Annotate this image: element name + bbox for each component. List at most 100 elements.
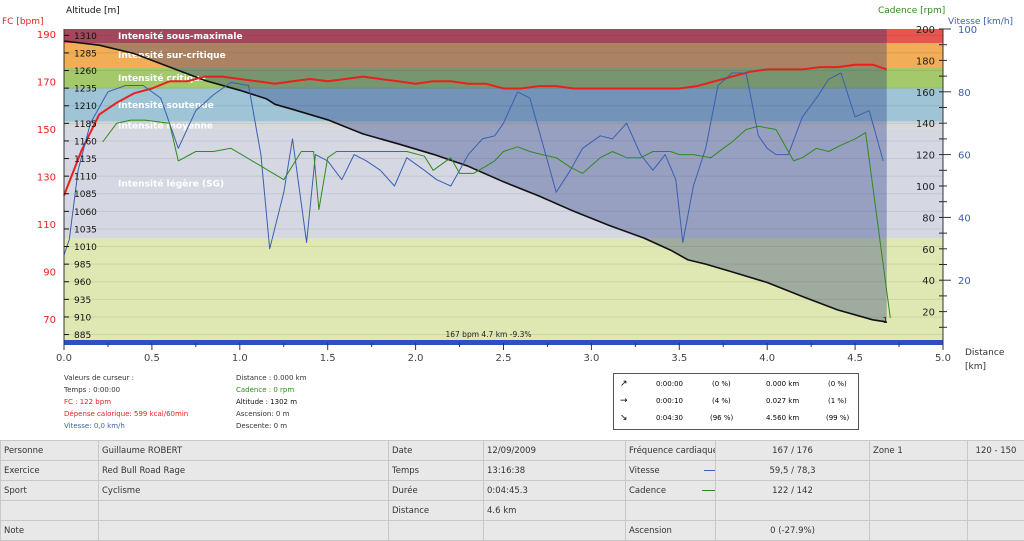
altitude-tick-label: 1260 xyxy=(74,67,97,77)
duree-label: Durée xyxy=(388,480,484,501)
fc-label: Fréquence cardiaque xyxy=(629,445,716,456)
slope-stats-box: ↗ 0:00:00 (0 %) 0.000 km (0 %) → 0:00:10… xyxy=(613,373,859,430)
stats-row-down: ↘ 0:04:30 (96 %) 4.560 km (99 %) xyxy=(614,411,858,425)
altitude-tick-label: 885 xyxy=(74,331,91,341)
cadence-tick-label: 80 xyxy=(922,213,935,224)
stats-time: 0:00:00 xyxy=(656,380,683,388)
empty-cell xyxy=(967,460,1024,481)
altitude-tick-label: 1185 xyxy=(74,120,97,130)
info-row: Exercice Red Bull Road Rage Temps 13:16:… xyxy=(0,460,1024,481)
empty-cell xyxy=(98,500,389,521)
x-tick-label: 4.5 xyxy=(847,353,863,364)
data-series xyxy=(63,40,891,323)
date-label: Date xyxy=(388,440,484,461)
terrain-shading xyxy=(64,29,887,322)
vitesse-value: 59,5 / 78,3 xyxy=(715,460,870,481)
cadence-label: Cadence xyxy=(629,485,667,496)
vitesse-tick-label: 60 xyxy=(958,151,971,162)
altitude-tick-label: 910 xyxy=(74,313,91,323)
cursor-descente: Descente: 0 m xyxy=(236,422,288,430)
empty-cell xyxy=(967,520,1024,541)
zone-labels: Intensité sous-maximale Intensité sur-cri… xyxy=(118,31,243,189)
duree-value: 0:04:45.3 xyxy=(483,480,626,501)
vitesse-tick-label: 20 xyxy=(958,276,971,287)
date-value: 12/09/2009 xyxy=(483,440,626,461)
cursor-readout-label: 167 bpm 4.7 km -9.3% xyxy=(445,330,531,339)
stats-time-pct: (4 %) xyxy=(712,397,731,405)
empty-cell xyxy=(967,500,1024,521)
series-vitesse-line xyxy=(63,72,884,256)
stats-row-up: ↗ 0:00:00 (0 %) 0.000 km (0 %) xyxy=(614,377,858,391)
zone-band xyxy=(64,43,943,68)
personne-label: Personne xyxy=(0,440,99,461)
altitude-tick-label: 985 xyxy=(74,261,91,271)
vitesse-tick-label: 40 xyxy=(958,213,971,224)
fc-tick-label: 90 xyxy=(43,268,56,279)
x-tick-label: 1.5 xyxy=(320,353,336,364)
zone-band xyxy=(64,128,943,239)
info-row: Distance 4.6 km xyxy=(0,500,1024,521)
zone-label: Intensité soutenue xyxy=(118,100,214,111)
cursor-vitesse: Vitesse: 0,0 km/h xyxy=(64,422,125,430)
stats-dist-pct: (1 %) xyxy=(828,397,847,405)
stats-row-flat: → 0:00:10 (4 %) 0.027 km (1 %) xyxy=(614,394,858,408)
altitude-tick-label: 1010 xyxy=(74,243,97,253)
altitude-tick-label: 1135 xyxy=(74,155,97,165)
exercice-value: Red Bull Road Rage xyxy=(98,460,389,481)
ascension-label: Ascension xyxy=(625,520,716,541)
altitude-tick-label: 1235 xyxy=(74,85,97,95)
altitude-tick-label: 1160 xyxy=(74,137,97,147)
altitude-tick-label: 935 xyxy=(74,296,91,306)
cursor-altitude: Altitude : 1302 m xyxy=(236,398,298,406)
arrow-up-right-icon: ↗ xyxy=(620,379,628,389)
zone-band xyxy=(64,29,943,44)
cursor-cadence: Cadence : 0 rpm xyxy=(236,386,295,394)
zone-label: Intensité sous-maximale xyxy=(118,31,243,42)
cursor-fc: FC : 122 bpm xyxy=(64,398,112,406)
info-row: Personne Guillaume ROBERT Date 12/09/200… xyxy=(0,440,1024,461)
terrain-shade-area xyxy=(64,29,887,322)
fc-tick-label: 130 xyxy=(37,172,56,183)
personne-value: Guillaume ROBERT xyxy=(98,440,389,461)
empty-cell xyxy=(869,480,968,501)
lap-marker-label: 1 xyxy=(883,316,888,325)
distance-label: Distance xyxy=(388,500,484,521)
zone-band xyxy=(64,121,943,129)
altitude-tick-label: 1060 xyxy=(74,208,97,218)
vitesse-tick-label: 80 xyxy=(958,88,971,99)
cursor-ascension: Ascension: 0 m xyxy=(236,410,290,418)
intensity-zones xyxy=(64,29,943,343)
zone-band xyxy=(64,88,943,122)
cadence-tick-label: 20 xyxy=(922,308,935,319)
x-tick-label: 0.5 xyxy=(144,353,160,364)
stats-time: 0:00:10 xyxy=(656,397,683,405)
cadence-axis-label: Cadence [rpm] xyxy=(878,6,945,16)
stats-dist: 0.027 km xyxy=(766,397,800,405)
stats-time-pct: (0 %) xyxy=(712,380,731,388)
fc-tick-label: 110 xyxy=(37,220,56,231)
zone-band xyxy=(64,238,943,343)
cadence-tick-label: 140 xyxy=(916,119,935,130)
chart-annotations: 167 bpm 4.7 km -9.3% 1 xyxy=(445,316,887,339)
fc-value: 167 / 176 xyxy=(715,440,870,461)
x-axis-bar xyxy=(64,340,943,345)
fc-tick-label: 150 xyxy=(37,125,56,136)
altitude-axis-label: Altitude [m] xyxy=(66,6,120,16)
empty-cell xyxy=(625,500,716,521)
cadence-label-cell: Cadence xyxy=(625,480,716,501)
training-chart[interactable]: Intensité sous-maximale Intensité sur-cri… xyxy=(0,0,1024,372)
vitesse-label-cell: Vitesse xyxy=(625,460,716,481)
zone-label: Intensité sur-critique xyxy=(118,50,226,61)
arrow-right-icon: → xyxy=(620,396,628,406)
chart-axes: 0.0 0.5 1.0 1.5 2.0 2.5 3.0 3.5 4.0 4.5 5.0 Distanc… xyxy=(2,6,1013,372)
altitude-tick-label: 1310 xyxy=(74,32,97,42)
note-value[interactable] xyxy=(98,520,389,541)
vitesse-label: Vitesse xyxy=(629,465,660,476)
altitude-tick-label: 1110 xyxy=(74,173,97,183)
empty-cell xyxy=(869,460,968,481)
distance-value: 4.6 km xyxy=(483,500,626,521)
x-tick-label: 3.0 xyxy=(583,353,599,364)
x-tick-label: 2.0 xyxy=(408,353,424,364)
altitude-tick-label: 1085 xyxy=(74,190,97,200)
empty-cell xyxy=(483,520,626,541)
